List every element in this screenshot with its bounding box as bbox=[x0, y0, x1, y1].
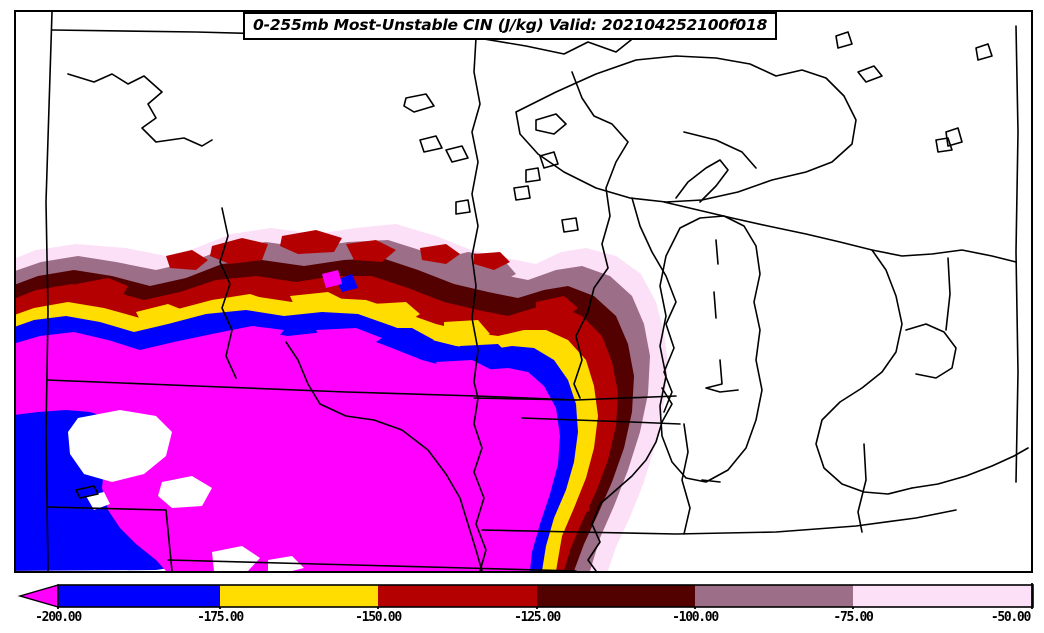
state-border-wy-ne-co bbox=[46, 506, 173, 571]
colorbar-swatches bbox=[17, 583, 1034, 609]
lake-small-mn-3 bbox=[525, 167, 541, 183]
lake-michigan-detail-4 bbox=[701, 479, 721, 483]
cin-core-magenta-fingers bbox=[212, 270, 546, 410]
lake-small-nd-2 bbox=[419, 135, 443, 153]
map-panel bbox=[14, 10, 1033, 573]
state-border-ia-mo bbox=[481, 509, 957, 535]
cin-contour-fills bbox=[16, 224, 668, 571]
river-missouri-sd bbox=[285, 341, 483, 571]
lake-superior-detail bbox=[683, 131, 757, 169]
door-peninsula bbox=[587, 387, 673, 571]
michigan-thumb bbox=[905, 323, 957, 379]
cin-core-magenta bbox=[16, 330, 560, 571]
lake-small-mn-5 bbox=[561, 217, 579, 233]
state-border-mn-wi bbox=[571, 71, 629, 399]
state-border-co-ne bbox=[167, 559, 577, 571]
keweenaw-peninsula bbox=[675, 159, 729, 203]
map-canvas bbox=[16, 12, 1029, 571]
river-red-river-nd-mn bbox=[471, 37, 481, 399]
colorbar: -200.00 -175.00 -150.00 -125.00 -100.00 … bbox=[0, 583, 1044, 633]
colorbar-ticks bbox=[57, 583, 1033, 609]
product-title: 0-255mb Most-Unstable CIN (J/kg) Valid: … bbox=[243, 12, 778, 41]
colorbar-tick-label: -100.00 bbox=[672, 610, 719, 625]
lake-small-mn-1 bbox=[535, 113, 567, 135]
lake-superior bbox=[515, 55, 857, 203]
lake-michigan-detail-1 bbox=[715, 239, 719, 265]
lake-michigan-detail-3 bbox=[705, 359, 739, 393]
colorbar-extend-min-arrow bbox=[17, 584, 59, 608]
river-missouri-mt bbox=[219, 207, 237, 379]
state-border-mi-oh bbox=[945, 257, 951, 331]
colorbar-tick-label: -200.00 bbox=[35, 610, 82, 625]
lake-huron-shore bbox=[815, 249, 913, 495]
colorbar-tick-label: -50.00 bbox=[990, 610, 1031, 625]
colorbar-band-mauve bbox=[695, 585, 853, 607]
lake-devils bbox=[445, 145, 469, 163]
lake-erie-shore bbox=[911, 447, 1029, 489]
state-border-il-in bbox=[857, 443, 867, 533]
lake-small-mn-6 bbox=[835, 31, 853, 49]
state-border-sd-mn bbox=[473, 397, 487, 571]
lake-small-sd-1 bbox=[75, 485, 99, 499]
colorbar-band-pale-pink bbox=[853, 585, 1033, 607]
lake-michigan bbox=[659, 215, 763, 483]
colorbar-band-blue bbox=[58, 585, 220, 607]
state-border-wi-ia-il bbox=[521, 417, 681, 425]
colorbar-tick-label: -75.00 bbox=[833, 610, 873, 625]
map-right-inner-edge bbox=[1015, 25, 1019, 483]
colorbar-band-yellow bbox=[220, 585, 378, 607]
state-border-mt-id bbox=[45, 12, 53, 571]
colorbar-band-dark-red bbox=[378, 585, 537, 607]
river-yellowstone bbox=[67, 73, 213, 147]
colorbar-band-maroon bbox=[537, 585, 695, 607]
lake-michigan-detail-2 bbox=[713, 291, 717, 319]
river-mississippi bbox=[681, 423, 691, 535]
lake-small-mn-2 bbox=[539, 151, 559, 169]
colorbar-tick-label: -175.00 bbox=[197, 610, 244, 625]
state-border-mt-wy bbox=[46, 379, 577, 401]
lake-small-mt-1 bbox=[455, 199, 471, 215]
lake-small-on-4 bbox=[935, 137, 953, 153]
state-border-nd-sd bbox=[473, 395, 677, 401]
lake-small-on-3 bbox=[975, 43, 993, 61]
lake-small-nd-1 bbox=[403, 93, 435, 113]
colorbar-tick-labels: -200.00 -175.00 -150.00 -125.00 -100.00 … bbox=[0, 610, 1044, 633]
lake-small-on-2 bbox=[945, 127, 963, 147]
colorbar-outline bbox=[57, 584, 1034, 608]
colorbar-tick-label: -150.00 bbox=[355, 610, 402, 625]
lake-small-on-1 bbox=[857, 65, 883, 83]
cin-core-holes bbox=[68, 410, 304, 571]
lake-small-mn-4 bbox=[513, 185, 531, 201]
map-geography bbox=[45, 12, 1029, 571]
state-border-wi-mi bbox=[631, 197, 677, 413]
colorbar-tick-label: -125.00 bbox=[514, 610, 561, 625]
